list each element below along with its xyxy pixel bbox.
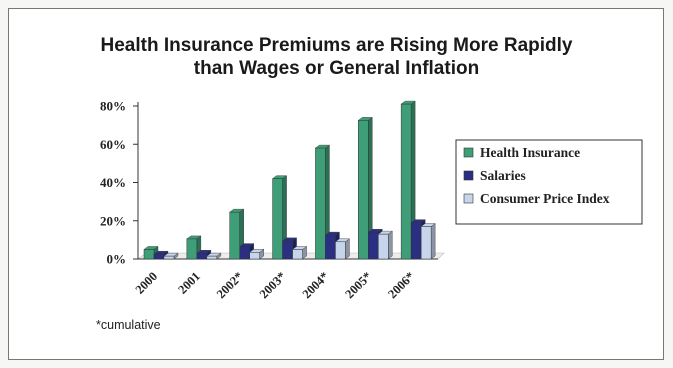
legend-swatch bbox=[463, 147, 474, 158]
chart-title-line-1: Health Insurance Premiums are Rising Mor… bbox=[100, 35, 573, 56]
bar bbox=[314, 144, 331, 260]
chart-title-line-2: than Wages or General Inflation bbox=[193, 58, 480, 79]
legend: Health Insurance Salaries Consumer Price I… bbox=[455, 139, 643, 225]
x-category-label: 2004* bbox=[300, 269, 332, 301]
bar bbox=[249, 248, 265, 260]
legend-label: Salaries bbox=[480, 168, 526, 183]
bar bbox=[271, 175, 288, 260]
y-tick-label: 80% bbox=[100, 99, 126, 114]
y-tick-label: 60% bbox=[100, 137, 126, 152]
x-category-label: 2003* bbox=[257, 269, 289, 301]
plot-area bbox=[137, 100, 445, 260]
bar bbox=[357, 116, 373, 260]
y-tick-label: 40% bbox=[100, 175, 126, 190]
legend-label: Health Insurance bbox=[480, 145, 580, 160]
bar bbox=[420, 223, 436, 260]
bar bbox=[163, 252, 179, 260]
legend-label: Consumer Price Index bbox=[480, 191, 610, 206]
legend-box bbox=[455, 139, 643, 225]
x-category-label: 2001 bbox=[175, 269, 203, 297]
x-category-label: 2000 bbox=[133, 269, 161, 297]
bar bbox=[206, 252, 222, 260]
x-category-label: 2006* bbox=[385, 269, 417, 301]
bar bbox=[377, 230, 393, 260]
y-tick-label: 0% bbox=[107, 252, 127, 267]
bar bbox=[291, 246, 308, 260]
bar bbox=[334, 238, 351, 260]
x-axis-labels: 2000 2001 2002* 2003* 2004* 2005* 2006* bbox=[133, 269, 418, 301]
legend-swatch bbox=[463, 170, 474, 181]
y-axis-ticks: 80% 60% 40% 20% 0% bbox=[100, 99, 138, 267]
legend-swatch bbox=[463, 193, 474, 204]
x-category-label: 2002* bbox=[214, 269, 246, 301]
y-tick-label: 20% bbox=[100, 213, 126, 228]
chart-title: Health Insurance Premiums are Rising Mor… bbox=[0, 34, 673, 80]
footnote: *cumulative bbox=[96, 318, 161, 332]
x-category-label: 2005* bbox=[342, 269, 374, 301]
